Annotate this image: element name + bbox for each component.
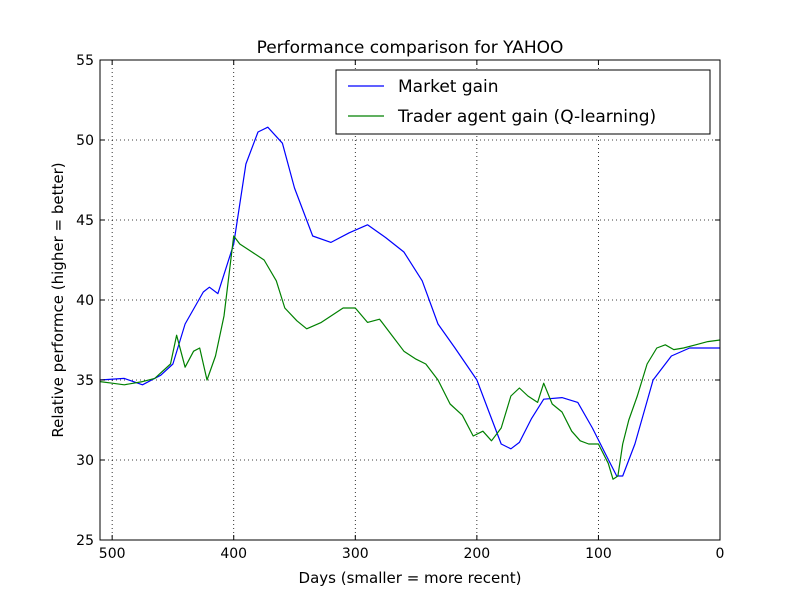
x-tick-label: 500 <box>99 546 126 562</box>
x-tick-label: 300 <box>342 546 369 562</box>
y-tick-label: 55 <box>76 53 94 69</box>
x-axis-label: Days (smaller = more recent) <box>299 569 522 587</box>
y-tick-label: 35 <box>76 373 94 389</box>
legend-label-agent: Trader agent gain (Q-learning) <box>397 107 656 127</box>
chart-title: Performance comparison for YAHOO <box>257 38 564 58</box>
legend-label-market: Market gain <box>398 77 499 97</box>
x-tick-label: 100 <box>585 546 612 562</box>
series-line-agent <box>99 235 721 480</box>
legend-box <box>335 69 711 135</box>
y-tick-label: 45 <box>76 213 94 229</box>
axis-ticks: 500 400 300 200 100 0 25 30 35 40 45 50 55 <box>76 53 724 562</box>
x-tick-label: 0 <box>716 546 725 562</box>
y-axis-label: Relative performce (higher = better) <box>49 162 67 437</box>
legend: Market gain Trader agent gain (Q-learnin… <box>335 69 711 135</box>
y-tick-label: 30 <box>76 453 94 469</box>
x-tick-label: 200 <box>463 546 490 562</box>
y-tick-label: 50 <box>76 133 94 149</box>
series-line-market <box>99 126 720 477</box>
y-tick-label: 40 <box>76 293 94 309</box>
series-lines <box>99 126 721 480</box>
x-tick-label: 400 <box>220 546 247 562</box>
y-tick-label: 25 <box>76 533 94 549</box>
